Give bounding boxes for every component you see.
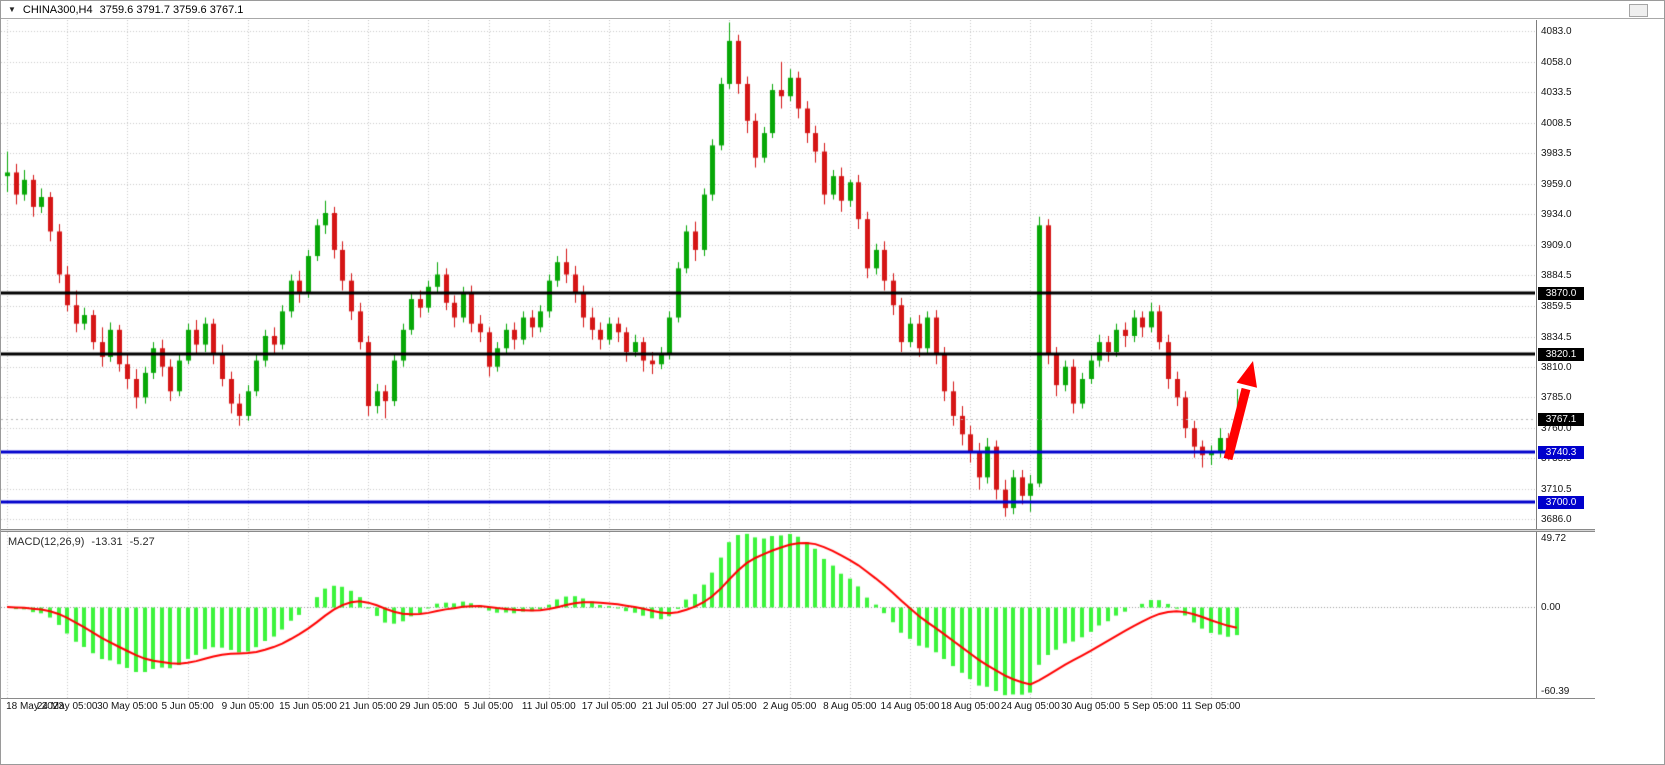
time-axis-label: 15 Jun 05:00 xyxy=(279,701,337,712)
price-axis-label: 3834.5 xyxy=(1541,331,1572,343)
price-axis-label: 3810.0 xyxy=(1541,361,1572,373)
macd-axis-label: 0.00 xyxy=(1541,601,1561,613)
price-level-badge: 3820.1 xyxy=(1538,348,1584,362)
macd-signal-value: -5.27 xyxy=(129,536,155,548)
time-axis-label: 5 Jun 05:00 xyxy=(161,701,214,712)
price-chart-area[interactable] xyxy=(1,20,1535,529)
macd-indicator-area[interactable] xyxy=(1,532,1535,698)
price-axis-label: 3785.0 xyxy=(1541,392,1572,404)
time-axis-label: 11 Jul 05:00 xyxy=(521,701,576,712)
quote-ohlc: 3759.6 3791.7 3759.6 3767.1 xyxy=(99,3,244,16)
symbol-dropdown-icon[interactable]: ▼ xyxy=(8,4,16,14)
arrow-head-icon xyxy=(1236,361,1257,388)
time-axis-label: 30 May 05:00 xyxy=(97,701,158,712)
price-level-badge: 3700.0 xyxy=(1538,495,1584,509)
price-axis[interactable]: 4083.0 4058.0 4033.5 4008.5 3983.5 3959.0 3934… xyxy=(1536,20,1596,529)
price-axis-label: 3686.0 xyxy=(1541,514,1572,526)
macd-main-value: -13.31 xyxy=(91,536,123,548)
time-axis-label: 5 Jul 05:00 xyxy=(464,701,514,712)
symbol-period-label: CHINA300,H4 xyxy=(22,3,93,16)
time-axis-label: 2 Aug 05:00 xyxy=(762,701,817,712)
time-axis-label: 21 Jun 05:00 xyxy=(339,701,398,712)
price-axis-label: 4083.0 xyxy=(1541,26,1572,38)
time-axis-label: 21 Jul 05:00 xyxy=(641,701,697,712)
trend-arrow-annotation[interactable] xyxy=(1213,351,1269,471)
macd-indicator-caption: MACD(12,26,9) -13.31 -5.27 xyxy=(8,536,155,548)
price-level-badge: 3870.0 xyxy=(1538,286,1584,300)
price-axis-label: 3760.0 xyxy=(1541,423,1572,435)
price-axis-label: 4033.5 xyxy=(1541,86,1572,98)
price-axis-label: 4058.0 xyxy=(1541,56,1572,68)
price-axis-label: 3884.5 xyxy=(1541,270,1572,282)
time-axis-label: 24 Aug 05:00 xyxy=(1000,701,1060,712)
time-axis-label: 14 Aug 05:00 xyxy=(880,701,940,712)
time-axis-label: 9 Jun 05:00 xyxy=(221,701,274,712)
price-axis-label: 3959.0 xyxy=(1541,178,1572,190)
price-level-badge: 3740.3 xyxy=(1538,446,1584,460)
price-axis-label: 3934.0 xyxy=(1541,209,1572,221)
macd-axis-label: 49.72 xyxy=(1541,533,1567,544)
time-axis-label: 8 Aug 05:00 xyxy=(823,701,877,712)
price-axis-label: 3859.5 xyxy=(1541,300,1572,312)
time-axis-separator xyxy=(1,698,1595,699)
time-axis-label: 18 May 2023 xyxy=(6,701,64,712)
pane-separator[interactable] xyxy=(1,529,1595,532)
time-axis-label: 27 Jul 05:00 xyxy=(702,701,757,712)
macd-indicator-label: MACD(12,26,9) xyxy=(8,536,85,548)
price-axis-label: 4008.5 xyxy=(1541,117,1572,129)
price-axis-label: 3909.0 xyxy=(1541,239,1572,251)
macd-axis-label: -60.39 xyxy=(1541,686,1570,697)
time-axis-label: 18 Aug 05:00 xyxy=(940,701,1000,712)
chart-header: ▼ CHINA300,H4 3759.6 3791.7 3759.6 3767.… xyxy=(1,1,1664,19)
price-axis-label: 3983.5 xyxy=(1541,148,1572,160)
time-axis[interactable]: 18 May 2023 24 May 05:00 30 May 05:00 5 Jun… xyxy=(1,700,1595,716)
time-axis-label: 17 Jul 05:00 xyxy=(581,701,637,712)
time-axis-label: 11 Sep 05:00 xyxy=(1181,701,1241,712)
time-axis-label: 24 May 05:00 xyxy=(36,701,98,712)
window-control-button[interactable] xyxy=(1629,4,1648,17)
price-axis-label: 3710.5 xyxy=(1541,484,1572,496)
arrow-shaft xyxy=(1223,387,1251,461)
time-axis-label: 30 Aug 05:00 xyxy=(1061,701,1121,712)
current-price-badge: 3767.1 xyxy=(1538,413,1584,427)
time-axis-label: 29 Jun 05:00 xyxy=(399,701,458,712)
time-axis-label: 5 Sep 05:00 xyxy=(1123,701,1178,712)
macd-axis[interactable]: 49.72 0.00 -60.39 xyxy=(1536,532,1596,698)
